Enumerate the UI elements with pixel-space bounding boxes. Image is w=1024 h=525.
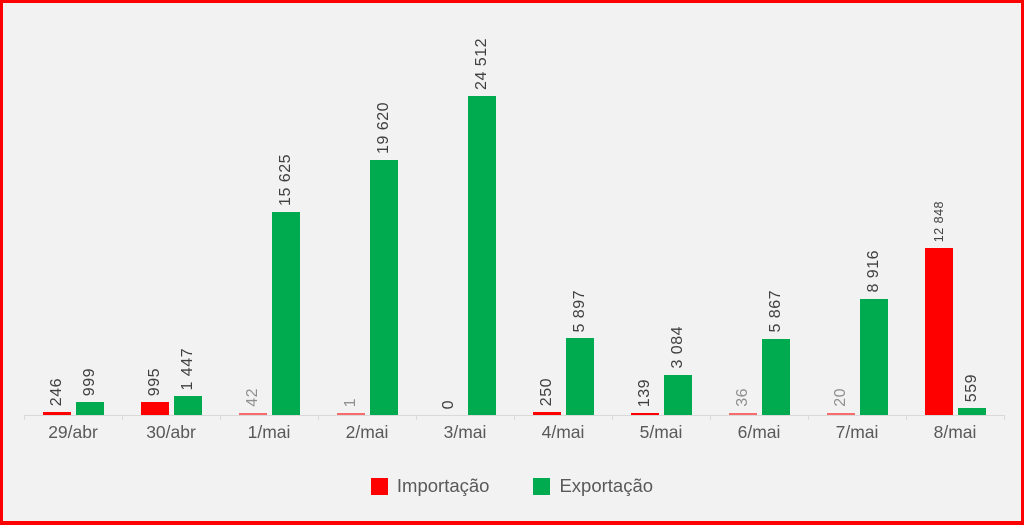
exportacao-bar: 8 916 [859,250,888,415]
axis-tick [514,415,515,420]
exportacao-bar: 3 084 [663,326,692,415]
importacao-bar: 42 [238,388,267,415]
bar-group: 42 15 625 [220,86,318,415]
legend-item-importacao: Importação [370,475,490,497]
bar-value-label: 559 [962,373,980,402]
exportacao-bar: 5 897 [565,290,594,415]
bar-value-label: 20 [831,388,849,407]
bar-group: 246 999 [24,86,122,415]
axis-tick [24,415,25,420]
importacao-bar: 36 [728,388,757,415]
x-axis-label: 6/mai [737,422,781,442]
axis-tick [906,415,907,420]
importacao-swatch-icon [370,477,388,495]
bar-value-label: 5 867 [766,290,784,333]
plot-area: 246 999 995 1 447 42 15 625 1 19 620 0 24 512 250 5… [24,38,1005,420]
exportacao-bar: 1 447 [173,348,202,415]
axis-tick [318,415,319,420]
exportacao-swatch-icon [533,477,551,495]
bar-value-label: 999 [80,367,98,396]
bar-value-label: 1 [341,397,359,407]
x-axis-label: 29/abr [48,422,98,442]
legend-label-exportacao: Exportação [559,475,654,496]
axis-tick [122,415,123,420]
bar-value-label: 0 [439,399,457,409]
importacao-bar: 20 [826,388,855,415]
importacao-bar: 139 [630,379,659,415]
x-axis-labels: 29/abr 30/abr 1/mai 2/mai 3/mai 4/mai 5/mai 6/m… [24,422,1004,443]
exportacao-bar: 24 512 [467,38,496,415]
bar-value-label: 19 620 [374,101,392,154]
bar-group: 1 19 620 [318,86,416,415]
exportacao-bar: 559 [957,374,986,415]
bar-value-label: 995 [145,367,163,397]
exportacao-bar: 15 625 [271,154,300,415]
x-axis-label: 8/mai [933,422,977,442]
axis-tick [416,415,417,420]
axis-tick [808,415,809,420]
bar-value-label: 42 [243,388,261,407]
bar-groups-container: 246 999 995 1 447 42 15 625 1 19 620 0 24 512 250 5… [24,38,1004,415]
legend-label-importacao: Importação [396,475,490,496]
exportacao-bar: 999 [75,368,104,415]
bar-group: 20 8 916 [808,86,906,415]
bar-value-label: 24 512 [472,38,490,90]
bar-group: 12 848 559 [906,86,1004,415]
bar-group: 36 5 867 [710,86,808,415]
bar-group: 995 1 447 [122,86,220,415]
x-axis-label: 7/mai [835,422,879,442]
axis-tick [1004,415,1005,420]
importacao-bar: 246 [42,378,71,415]
exportacao-bar: 5 867 [761,290,790,415]
importacao-bar: 250 [532,378,561,415]
importacao-bar: 995 [140,368,169,415]
bar-value-label: 15 625 [276,153,294,206]
bar-value-label: 8 916 [864,250,882,293]
axis-tick [710,415,711,420]
x-axis-label: 4/mai [541,422,585,442]
bar-value-label: 250 [537,377,555,406]
x-axis-label: 2/mai [345,422,389,442]
axis-tick [612,415,613,420]
bar-value-label: 5 897 [570,289,588,333]
bar-group: 0 24 512 [416,38,514,415]
bar-value-label: 12 848 [931,200,946,242]
bar-value-label: 36 [733,388,751,407]
x-axis-label: 1/mai [247,422,291,442]
bar-group: 139 3 084 [612,86,710,415]
bar-group: 250 5 897 [514,86,612,415]
legend-item-exportacao: Exportação [533,475,653,497]
importacao-bar: 12 848 [924,201,953,415]
bar-value-label: 139 [635,378,653,407]
bar-value-label: 3 084 [668,326,686,369]
x-axis-label: 3/mai [443,422,487,442]
importacao-bar: 1 [336,398,365,415]
bar-value-label: 246 [47,377,65,406]
x-axis-label: 30/abr [146,422,196,442]
legend: Importação Exportação [3,475,1021,497]
exportacao-bar: 19 620 [369,102,398,415]
bar-value-label: 1 447 [178,347,196,391]
x-axis-label: 5/mai [639,422,683,442]
axis-tick [220,415,221,420]
